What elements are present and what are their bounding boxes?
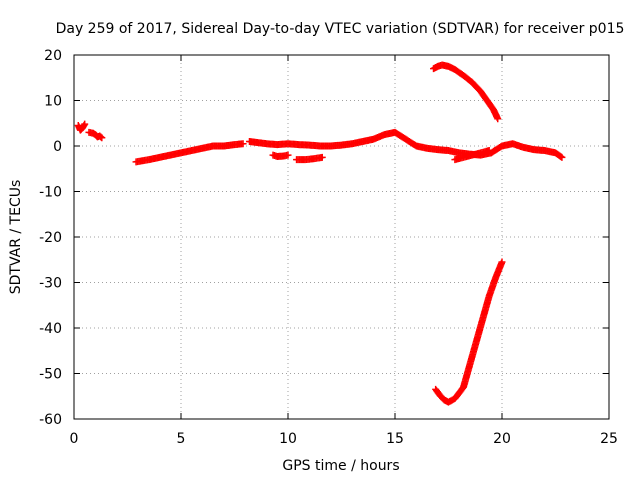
y-tick-label: -10 [39, 185, 62, 201]
y-tick-label: 10 [44, 94, 62, 110]
y-axis-label: SDTVAR / TECUs [8, 180, 24, 295]
plot-frame [73, 54, 610, 420]
y-tick-label: -30 [39, 276, 62, 292]
data-point [557, 153, 565, 161]
x-tick-label: 5 [177, 431, 186, 447]
series-p015-e [269, 151, 292, 160]
grid [74, 55, 609, 419]
y-tick-label: -20 [39, 230, 62, 246]
y-tick-label: 20 [44, 48, 62, 64]
data-point [318, 153, 326, 161]
y-tick-labels: 20 10 0 -10 -20 -30 -40 -50 -60 [39, 48, 62, 428]
series-p015-h [430, 61, 502, 123]
x-tick-labels: 0 5 10 15 20 25 [70, 431, 618, 447]
x-tick-label: 25 [600, 431, 618, 447]
data-points [74, 61, 566, 406]
series-p015-b [85, 128, 106, 142]
series-p015-c [132, 140, 247, 166]
series-p015-a [74, 120, 89, 134]
series-p015-d [245, 128, 566, 161]
chart-title: Day 259 of 2017, Sidereal Day-to-day VTE… [56, 21, 625, 37]
x-axis-label: GPS time / hours [282, 458, 399, 474]
series-p015-f [293, 153, 326, 164]
y-tick-label: -60 [39, 412, 62, 428]
data-point [97, 133, 105, 141]
data-point [494, 115, 502, 123]
data-point [81, 120, 89, 128]
data-point [498, 258, 506, 266]
y-tick-label: -40 [39, 321, 62, 337]
x-tick-label: 10 [279, 431, 297, 447]
data-point [284, 151, 292, 159]
x-tick-label: 20 [493, 431, 511, 447]
y-tick-label: -50 [39, 367, 62, 383]
series-p015-i [432, 258, 506, 406]
x-tick-label: 15 [386, 431, 404, 447]
x-tick-label: 0 [70, 431, 79, 447]
data-point [558, 153, 566, 161]
data-point [485, 147, 493, 155]
data-point [239, 140, 247, 148]
data-point [98, 134, 106, 142]
series-p015-g [451, 147, 493, 164]
y-tick-label: 0 [53, 139, 62, 155]
